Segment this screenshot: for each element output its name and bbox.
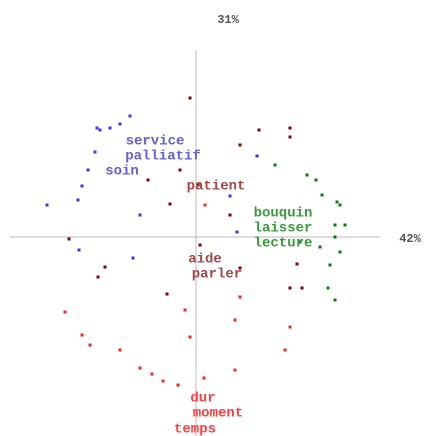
point — [176, 383, 180, 387]
point — [168, 202, 172, 206]
point-label: lecture — [254, 236, 313, 252]
point — [96, 275, 100, 279]
point — [320, 193, 324, 197]
point — [338, 250, 342, 254]
point — [202, 376, 206, 380]
point — [45, 203, 49, 207]
point — [67, 237, 71, 241]
point — [138, 366, 142, 370]
point — [131, 256, 135, 260]
point — [288, 286, 292, 290]
point — [63, 310, 67, 314]
point — [288, 325, 292, 329]
point — [77, 248, 81, 252]
point — [333, 223, 337, 227]
point — [150, 372, 154, 376]
point-label: patient — [187, 179, 246, 195]
point — [318, 245, 322, 249]
point — [255, 154, 259, 158]
point-label: palliatif — [125, 149, 201, 165]
point — [188, 96, 192, 100]
point — [196, 183, 200, 187]
point-label: aide — [188, 252, 222, 268]
point — [233, 318, 237, 322]
point — [98, 128, 102, 132]
point — [203, 203, 207, 207]
point — [288, 135, 292, 139]
point — [314, 178, 318, 182]
point — [338, 203, 342, 207]
point — [76, 198, 80, 202]
point — [333, 298, 337, 302]
point — [103, 265, 107, 269]
point — [235, 230, 239, 234]
point — [335, 200, 339, 204]
point — [188, 335, 192, 339]
point — [108, 126, 112, 130]
point — [298, 240, 302, 244]
point — [146, 178, 150, 182]
point — [128, 114, 132, 118]
point — [88, 343, 92, 347]
point-label: parler — [192, 267, 242, 283]
point — [238, 266, 242, 270]
point — [95, 126, 99, 130]
point — [238, 295, 242, 299]
point — [326, 286, 330, 290]
point — [328, 263, 332, 267]
point — [305, 173, 309, 177]
x-axis-label: 42% — [399, 232, 421, 246]
point — [86, 168, 90, 172]
point — [198, 243, 202, 247]
point-label: dur — [190, 391, 215, 407]
point-label: temps — [174, 422, 216, 436]
point — [333, 235, 337, 239]
point — [228, 194, 232, 198]
point — [295, 262, 299, 266]
point — [288, 126, 292, 130]
point — [228, 213, 232, 217]
point-label: laisser — [254, 221, 313, 237]
point — [300, 286, 304, 290]
point — [238, 143, 242, 147]
point — [80, 184, 84, 188]
point — [233, 368, 237, 372]
point-label: bouquin — [254, 206, 313, 222]
point — [273, 163, 277, 167]
point — [283, 348, 287, 352]
point — [80, 333, 84, 337]
y-axis-label: 31% — [217, 13, 239, 27]
point — [183, 308, 187, 312]
point-label: soin — [105, 164, 139, 180]
point — [161, 379, 165, 383]
point — [178, 168, 182, 172]
point — [257, 128, 261, 132]
point — [343, 223, 347, 227]
point — [118, 122, 122, 126]
point — [118, 348, 122, 352]
point — [138, 213, 142, 217]
point — [93, 150, 97, 154]
point-label: moment — [193, 406, 243, 422]
point — [165, 292, 169, 296]
point-label: service — [126, 134, 185, 150]
